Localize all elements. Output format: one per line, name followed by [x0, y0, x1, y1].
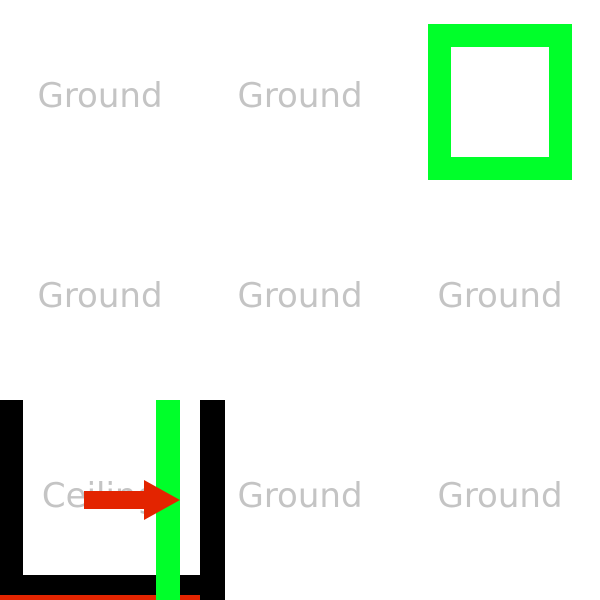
grid-cell-r2-c2: Ground	[400, 400, 600, 600]
player-body-left	[0, 400, 23, 600]
grid-cell-r0-c1: Ground	[200, 0, 400, 200]
goal-marker	[428, 24, 572, 180]
grid-cell-r2-c1: Ground	[200, 400, 400, 600]
cell-label: Ground	[437, 476, 563, 516]
grid-cell-r1-c0: Ground	[0, 200, 200, 400]
cell-label: Ground	[237, 476, 363, 516]
cell-label: Ground	[37, 276, 163, 316]
player-body-right	[200, 400, 225, 600]
cell-label: Ground	[437, 276, 563, 316]
arrow-right-icon	[84, 480, 184, 520]
grid-cell-r0-c0: Ground	[0, 0, 200, 200]
grid-cell-r1-c2: Ground	[400, 200, 600, 400]
cell-label: Ground	[237, 76, 363, 116]
cell-label: Ground	[237, 276, 363, 316]
grid-cell-r1-c1: Ground	[200, 200, 400, 400]
player-body-bottom	[0, 575, 225, 595]
player-sprite	[0, 400, 225, 600]
cell-label: Ground	[37, 76, 163, 116]
player-baseline	[0, 595, 200, 600]
